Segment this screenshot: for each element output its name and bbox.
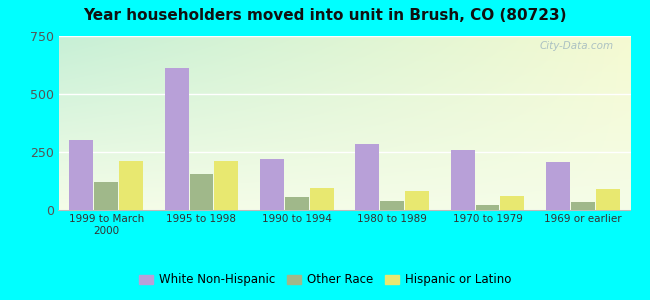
Bar xyxy=(94,182,118,210)
Bar xyxy=(165,68,188,210)
Bar xyxy=(356,144,380,210)
Bar xyxy=(595,189,619,210)
Text: Year householders moved into unit in Brush, CO (80723): Year householders moved into unit in Bru… xyxy=(83,8,567,22)
Bar xyxy=(119,161,143,210)
Bar xyxy=(260,159,284,210)
Bar xyxy=(190,174,213,210)
Bar xyxy=(380,201,404,210)
Bar xyxy=(571,202,595,210)
Bar xyxy=(214,161,238,210)
Bar xyxy=(451,150,474,210)
Bar xyxy=(309,188,333,210)
Text: City-Data.com: City-Data.com xyxy=(540,41,614,51)
Bar xyxy=(70,140,94,210)
Bar xyxy=(405,191,429,210)
Bar xyxy=(500,196,524,210)
Bar xyxy=(476,206,499,210)
Legend: White Non-Hispanic, Other Race, Hispanic or Latino: White Non-Hispanic, Other Race, Hispanic… xyxy=(134,269,516,291)
Bar xyxy=(285,197,309,210)
Bar xyxy=(546,162,570,210)
